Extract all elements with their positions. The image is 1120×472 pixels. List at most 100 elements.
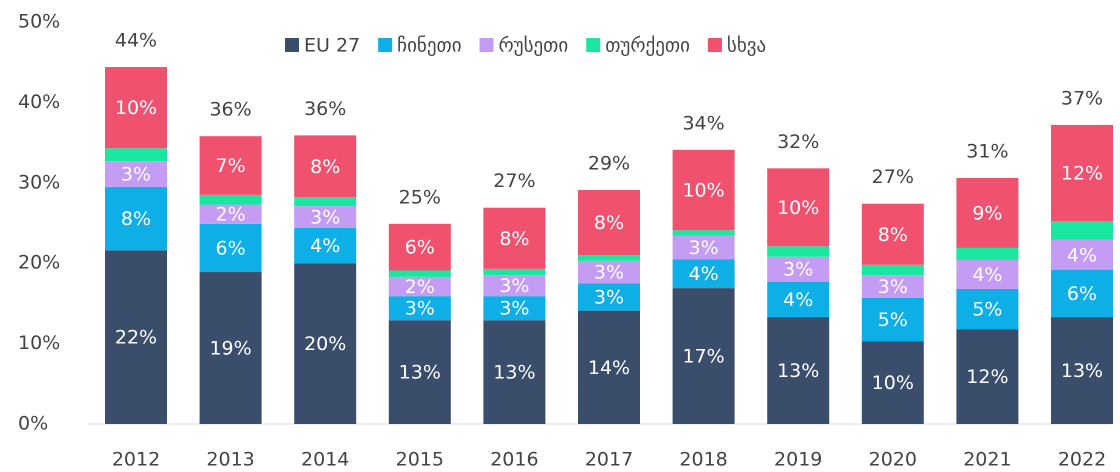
total-label: 36% xyxy=(304,98,346,120)
bar-segment xyxy=(483,207,546,269)
data-label: 10% xyxy=(872,372,914,394)
x-tick-label: 2012 xyxy=(112,449,160,471)
bar-segment xyxy=(578,190,640,256)
data-label: 10% xyxy=(115,97,157,119)
bar-segment xyxy=(672,235,735,260)
bar-segment xyxy=(861,275,924,298)
bar-segment xyxy=(672,230,735,236)
bar-segment xyxy=(956,329,1019,424)
data-label: 3% xyxy=(594,286,624,308)
bar-segment xyxy=(767,281,830,318)
bar-segment xyxy=(483,320,546,424)
data-label: 4% xyxy=(972,264,1002,286)
y-tick-label: 20% xyxy=(18,252,60,274)
bar-segment xyxy=(294,227,357,264)
data-label: 3% xyxy=(499,275,529,297)
y-tick-label: 0% xyxy=(18,413,48,435)
data-label: 3% xyxy=(878,276,908,298)
bar-segment xyxy=(767,317,830,424)
bar-segment xyxy=(672,259,735,289)
bar-segment xyxy=(578,283,640,311)
bar-segment xyxy=(105,148,167,162)
legend-label: ჩინეთი xyxy=(397,35,461,57)
y-tick-label: 50% xyxy=(18,11,60,33)
bar-segment xyxy=(767,168,830,247)
bar-segment xyxy=(672,149,735,231)
legend-swatch xyxy=(707,38,722,52)
data-label: 14% xyxy=(588,357,630,379)
data-label: 13% xyxy=(1061,360,1103,382)
data-label: 8% xyxy=(594,212,624,234)
data-label: 5% xyxy=(972,299,1002,321)
y-tick-label: 10% xyxy=(18,332,60,354)
bar-segment xyxy=(483,296,546,321)
data-label: 4% xyxy=(1067,244,1097,266)
data-label: 9% xyxy=(972,202,1002,224)
x-tick-label: 2014 xyxy=(301,449,349,471)
legend-swatch xyxy=(378,38,393,52)
bar-segment xyxy=(483,268,546,276)
data-label: 19% xyxy=(209,338,251,360)
bar-segment xyxy=(578,255,640,261)
data-label: 13% xyxy=(777,360,819,382)
x-tick-label: 2022 xyxy=(1058,449,1106,471)
total-label: 44% xyxy=(115,30,157,52)
x-tick-label: 2021 xyxy=(963,449,1011,471)
data-label: 4% xyxy=(310,235,340,257)
data-label: 3% xyxy=(121,163,151,185)
data-label: 10% xyxy=(682,180,724,202)
bar-segment xyxy=(199,204,262,224)
data-label: 12% xyxy=(966,366,1008,388)
data-label: 6% xyxy=(1067,283,1097,305)
x-tick-label: 2015 xyxy=(396,449,444,471)
data-label: 8% xyxy=(310,156,340,178)
total-label: 36% xyxy=(209,99,251,121)
data-label: 6% xyxy=(216,237,246,259)
legend-label: თურქეთი xyxy=(605,35,690,57)
bar-segment xyxy=(388,296,451,321)
data-label: 3% xyxy=(310,206,340,228)
x-tick-label: 2017 xyxy=(585,449,633,471)
total-label: 27% xyxy=(493,170,535,192)
data-label: 3% xyxy=(783,259,813,281)
bar-segment xyxy=(672,288,735,424)
bar-segment xyxy=(1051,239,1113,270)
bar-segment xyxy=(578,310,640,424)
bar-segment xyxy=(294,206,357,228)
y-tick-label: 40% xyxy=(18,91,60,113)
data-label: 7% xyxy=(216,155,246,177)
data-label: 13% xyxy=(493,362,535,384)
legend-label: რუსეთი xyxy=(499,35,569,57)
data-label: 3% xyxy=(499,298,529,320)
bar-segment xyxy=(199,223,262,273)
x-tick-label: 2018 xyxy=(679,449,727,471)
total-label: 37% xyxy=(1061,87,1103,109)
data-label: 3% xyxy=(689,237,719,259)
data-label: 5% xyxy=(878,309,908,331)
total-label: 25% xyxy=(399,186,441,208)
data-label: 8% xyxy=(499,228,529,250)
total-label: 27% xyxy=(872,166,914,188)
bar-segment xyxy=(578,260,640,284)
x-tick-label: 2013 xyxy=(206,449,254,471)
bar-segment xyxy=(956,259,1019,289)
legend-swatch xyxy=(479,38,494,52)
bar-segment xyxy=(1051,124,1113,222)
bar-segment xyxy=(861,297,924,342)
total-label: 29% xyxy=(588,153,630,175)
data-label: 22% xyxy=(115,327,157,349)
x-tick-label: 2016 xyxy=(490,449,538,471)
bar-segment xyxy=(199,136,262,195)
bar-segment xyxy=(105,186,167,251)
bar-segment xyxy=(483,275,546,297)
data-label: 4% xyxy=(689,263,719,285)
bar-segment xyxy=(767,246,830,257)
y-tick-label: 30% xyxy=(18,171,60,193)
data-label: 6% xyxy=(405,237,435,259)
total-label: 32% xyxy=(777,131,819,153)
x-tick-label: 2020 xyxy=(869,449,917,471)
legend-label: სხვა xyxy=(727,35,766,57)
bar-segment xyxy=(1051,221,1113,240)
bar-segment xyxy=(956,177,1019,248)
bar-segment xyxy=(105,161,167,187)
